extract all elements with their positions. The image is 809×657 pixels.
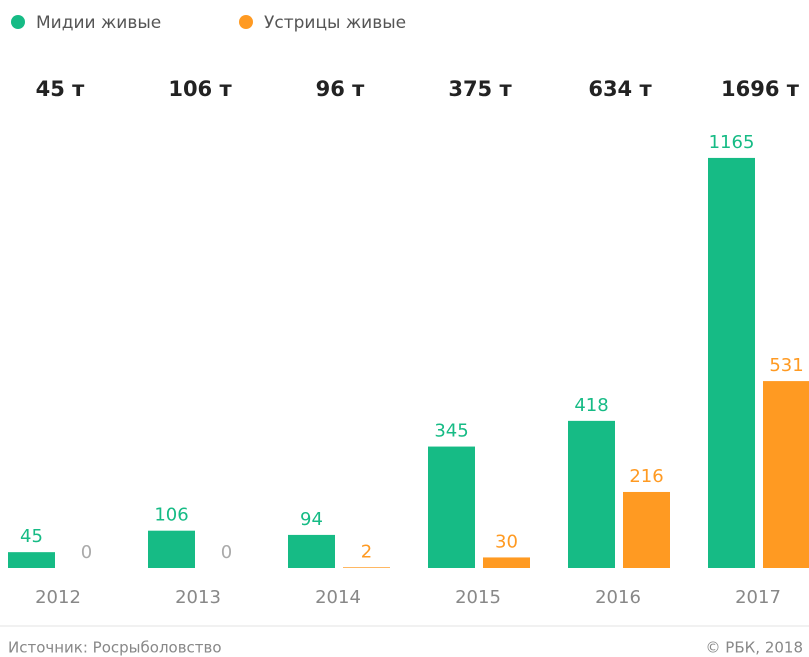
x-tick-label: 2012	[35, 587, 81, 608]
value-label: 45	[20, 526, 43, 547]
value-label: 345	[434, 421, 468, 442]
value-label: 1165	[709, 132, 755, 153]
value-label: 0	[81, 542, 92, 563]
x-tick-label: 2014	[315, 587, 361, 608]
bar	[343, 567, 390, 568]
value-label: 94	[300, 509, 323, 530]
bar	[763, 381, 809, 568]
bar	[708, 157, 755, 569]
value-label: 2	[361, 541, 372, 562]
source: Источник: Росрыболовство	[8, 639, 222, 657]
value-label: 0	[221, 542, 232, 563]
bar	[428, 446, 475, 568]
value-label: 106	[154, 505, 188, 526]
total-label: 375 т	[448, 77, 512, 101]
value-label: 30	[495, 531, 518, 552]
legend-label: Мидии живые	[36, 13, 161, 33]
bar	[623, 491, 670, 568]
credit: © РБК, 2018	[706, 639, 803, 657]
value-label: 418	[574, 395, 608, 416]
total-label: 96 т	[316, 77, 366, 101]
total-label: 634 т	[588, 77, 652, 101]
value-label: 531	[769, 355, 803, 376]
total-label: 1696 т	[721, 77, 800, 101]
bar	[568, 420, 615, 568]
bar	[483, 557, 530, 568]
total-label: 106 т	[168, 77, 232, 101]
value-label: 216	[629, 466, 663, 487]
bar	[288, 534, 335, 568]
total-label: 45 т	[36, 77, 86, 101]
legend-label: Устрицы живые	[264, 13, 406, 33]
bar	[8, 552, 55, 568]
x-tick-label: 2016	[595, 587, 641, 608]
legend-swatch	[11, 15, 25, 29]
x-tick-label: 2015	[455, 587, 501, 608]
bar	[148, 530, 195, 568]
x-tick-label: 2017	[735, 587, 781, 608]
legend-swatch	[239, 15, 253, 29]
x-tick-label: 2013	[175, 587, 221, 608]
